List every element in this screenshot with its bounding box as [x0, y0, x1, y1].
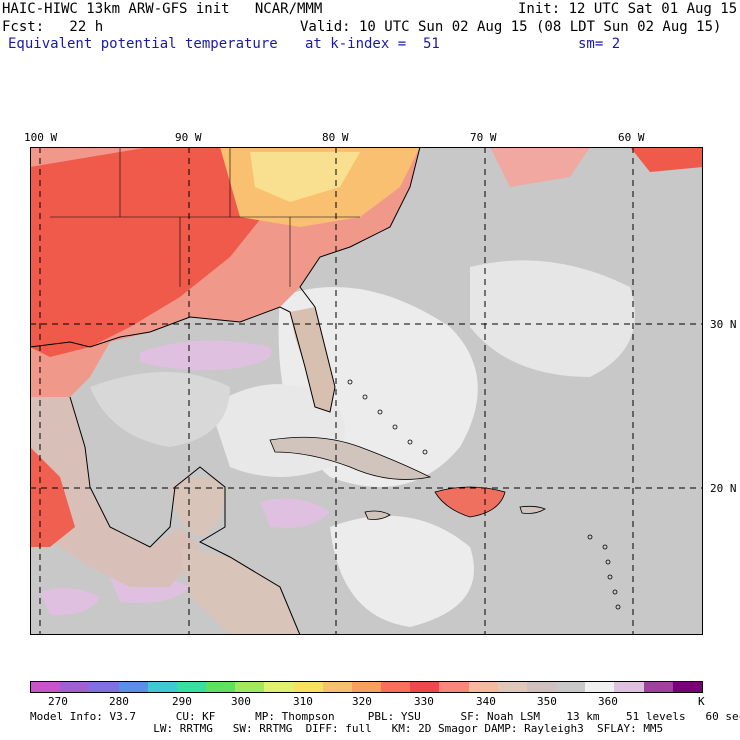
colorbar-swatch [206, 682, 236, 692]
colorbar-swatch [556, 682, 586, 692]
mexico-central-america-coastline [69, 396, 301, 635]
jamaica-island [364, 510, 391, 520]
colorbar-swatch [147, 682, 177, 692]
footer-model-info: Model Info: V3.7 CU: KF MP: Thompson PBL… [30, 710, 740, 723]
colorbar-tick-280: 280 [109, 695, 129, 708]
colorbar-tick-300: 300 [231, 695, 251, 708]
header-init-time: Init: 12 UTC Sat 01 Aug 15 [518, 1, 738, 17]
lavender-gulf-patch [140, 340, 272, 371]
colorbar-tick-270: 270 [48, 695, 68, 708]
lat-label-30n: 30 N [710, 318, 737, 331]
bahamas-islands [347, 379, 428, 455]
colorbar-tick-290: 290 [172, 695, 192, 708]
colorbar-swatch [526, 682, 557, 692]
warm-core-region [30, 147, 290, 357]
colorbar-tick-320: 320 [352, 695, 372, 708]
colorbar-unit: K [698, 695, 705, 708]
map-frame [30, 147, 703, 635]
header-smoothing: sm= 2 [578, 36, 621, 52]
colorbar-swatch [585, 682, 615, 692]
colorbar-swatch [264, 682, 294, 692]
lavender-caribbean-patch [260, 498, 330, 528]
lon-label-80w: 80 W [322, 131, 349, 144]
colorbar-swatch [118, 682, 148, 692]
lat-label-20n: 20 N [710, 482, 737, 495]
mexico-warm-patch [30, 447, 75, 547]
footer-physics-info: LW: RRTMG SW: RRTMG DIFF: full KM: 2D Sm… [140, 722, 664, 735]
lon-label-60w: 60 W [618, 131, 645, 144]
lat-lon-grid [30, 147, 703, 635]
header-field-name: Equivalent potential temperature [8, 36, 278, 52]
lon-label-100w: 100 W [24, 131, 58, 144]
light-region-caribbean [330, 515, 474, 627]
colorbar-swatch [235, 682, 265, 692]
theta-e-field-map [30, 147, 703, 635]
colorbar-swatch [322, 682, 352, 692]
header-k-index: at k-index = 51 [305, 36, 440, 52]
map-panel [30, 147, 703, 635]
colorbar-tick-330: 330 [414, 695, 434, 708]
cuba-island [269, 436, 432, 480]
us-coastline [30, 147, 421, 413]
colorbar-swatch [643, 682, 673, 692]
lon-label-90w: 90 W [175, 131, 202, 144]
colorbar-swatch [497, 682, 527, 692]
colorbar-swatch [614, 682, 644, 692]
yucatan-peninsula [170, 477, 225, 537]
colorbar-swatch [89, 682, 119, 692]
colorbar-tick-360: 360 [598, 695, 618, 708]
puerto-rico-island [519, 505, 546, 514]
lavender-pacific-patch [40, 588, 100, 616]
colorbar-tick-310: 310 [293, 695, 313, 708]
coolest-north-patch [250, 152, 360, 202]
colorbar-tick-350: 350 [537, 695, 557, 708]
lon-label-70w: 70 W [470, 131, 497, 144]
colorbar-swatch [672, 682, 702, 692]
lesser-antilles-islands [587, 534, 621, 610]
colorbar-swatch [31, 682, 61, 692]
northeast-warm-patch [630, 147, 703, 172]
colorbar-tick-340: 340 [476, 695, 496, 708]
light-region-atlantic [470, 260, 635, 377]
florida-peninsula [290, 307, 335, 412]
colorbar [30, 681, 703, 693]
colorbar-swatch [176, 682, 207, 692]
header-valid-time: Valid: 10 UTC Sun 02 Aug 15 (08 LDT Sun … [300, 19, 722, 35]
header-forecast-hour: Fcst: 22 h [2, 19, 104, 35]
atlantic-warm-patch [490, 147, 590, 187]
colorbar-swatch [468, 682, 498, 692]
gulf-central [90, 372, 230, 447]
mexico-land [30, 397, 200, 587]
colorbar-swatch [410, 682, 440, 692]
header-model-title: HAIC-HIWC 13km ARW-GFS init NCAR/MMM [2, 1, 323, 17]
state-borders [50, 147, 360, 287]
colorbar-swatch [293, 682, 323, 692]
central-america-land [180, 547, 300, 635]
hispaniola-island [434, 486, 506, 518]
colorbar-swatch [351, 682, 382, 692]
colorbar-swatch [381, 682, 411, 692]
colorbar-swatch [60, 682, 90, 692]
colorbar-swatch [439, 682, 469, 692]
